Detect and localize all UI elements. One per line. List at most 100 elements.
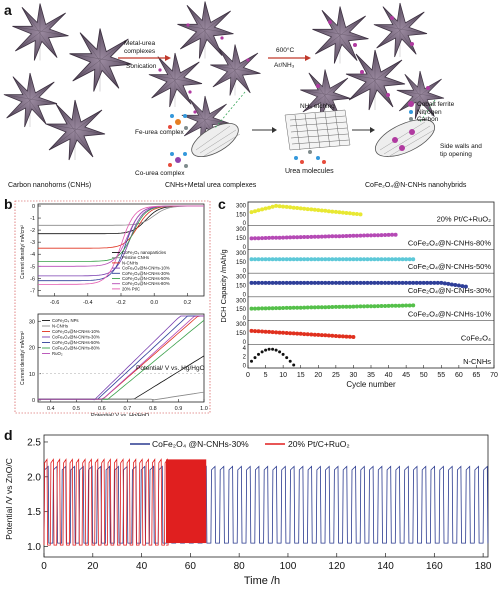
c-point (362, 257, 366, 262)
legend-carbon: Carbon (417, 116, 439, 123)
c-point (358, 280, 363, 285)
c-point (390, 232, 395, 237)
c-point (270, 235, 275, 240)
c-point (274, 330, 279, 335)
c-point (260, 280, 265, 285)
c-ytick-label: 300 (236, 204, 247, 210)
c-point (337, 304, 342, 309)
c-point (305, 207, 310, 212)
c-point (302, 280, 307, 285)
c-point (312, 257, 317, 262)
d-red-curve (43, 458, 169, 546)
b-top-xlabel: Potential/ V vs. Hg/HgO (136, 365, 205, 372)
c-point (309, 257, 314, 262)
c-point (256, 306, 261, 311)
b-bot-xtick-label: 0.6 (98, 406, 106, 412)
d-xlabel: Time /h (244, 575, 280, 587)
c-point (291, 205, 296, 210)
c-point (333, 304, 338, 309)
c-point (362, 304, 366, 309)
cnh-star (345, 49, 406, 111)
c-point (267, 347, 271, 351)
c-point (323, 257, 328, 262)
c-row-label: N-CNHs (463, 357, 491, 366)
c-point (256, 257, 261, 262)
c-point (319, 208, 324, 213)
c-point (291, 331, 296, 336)
c-point (344, 257, 349, 262)
b-top-legend-label: Pristine CNHs (122, 255, 149, 260)
c-point (316, 234, 321, 239)
c-point (407, 280, 412, 285)
c-point (432, 280, 437, 285)
c-point (340, 304, 345, 309)
c-point (253, 306, 257, 311)
d-red-dense-band (165, 459, 207, 544)
c-point (347, 304, 352, 309)
c-ytick-label: 300 (236, 227, 247, 233)
c-point (260, 329, 265, 334)
c-point (288, 305, 293, 310)
c-point (365, 304, 370, 309)
c-point (302, 305, 307, 310)
c-point (274, 306, 279, 311)
b-bot-ytick-label: 30 (29, 319, 35, 325)
c-point (270, 204, 275, 209)
step1-bottom-label: Sonication (126, 63, 157, 70)
c-point (379, 257, 384, 262)
c-point (288, 331, 293, 336)
c-point (372, 233, 377, 238)
d-blue-curve (43, 465, 489, 544)
c-point (379, 304, 384, 308)
c-ytick-label: 150 (236, 331, 247, 337)
c-point (253, 236, 257, 241)
b-top-ytick-label: -6 (30, 276, 35, 282)
step2-top-label: 600°C (276, 47, 295, 54)
b-bot-legend-label: CoFe₂O₄@N-CNHs-50% (52, 340, 100, 345)
b-top-xtick-label: -0.2 (116, 300, 125, 306)
urea-molecules (294, 150, 326, 164)
c-point (354, 257, 359, 262)
c-point (288, 359, 292, 363)
c-ytick-label: 150 (236, 236, 247, 242)
b-bot-xtick-label: 0.8 (149, 406, 157, 412)
cnh-star (148, 52, 203, 108)
d-xtick-label: 180 (475, 561, 492, 572)
b-bot-legend-label: RuO₂ (52, 351, 63, 356)
c-point (333, 280, 338, 285)
c-point (351, 335, 356, 339)
c-point (271, 347, 275, 351)
b-top-legend-label: 20% Pt/C (122, 286, 140, 291)
c-row-label: CoFe₂O₄@N-CNHs-30% (408, 286, 492, 295)
panel-a-letter: a (4, 2, 12, 18)
b-bot-xtick-label: 0.7 (124, 406, 132, 412)
b-top-ytick-label: -7 (30, 288, 35, 294)
c-point (376, 233, 380, 238)
legend-nitrogen: Nitrogen (417, 109, 442, 116)
c-point (288, 205, 293, 210)
c-point (284, 235, 289, 240)
c-point (411, 280, 416, 285)
b-top-legend-label: CoFe₂O₄ nanoparticles (122, 250, 166, 255)
c-point (277, 257, 282, 262)
c-point (274, 235, 279, 240)
c-point (305, 305, 310, 310)
c-point (249, 257, 254, 262)
c-point (281, 280, 286, 285)
c-point (351, 211, 356, 216)
c-point (281, 204, 286, 209)
c-point (309, 280, 314, 285)
b-bot-xtick-label: 0.9 (175, 406, 183, 412)
b-top-curve (38, 205, 204, 282)
cnh-star (3, 72, 58, 128)
c-xtick-label: 40 (385, 372, 393, 379)
c-point (340, 257, 345, 262)
c-row-label: CoFe₂O₄ (461, 333, 491, 342)
c-point (319, 333, 324, 338)
c-point (277, 280, 282, 285)
c-point (390, 280, 395, 285)
c-point (393, 280, 398, 285)
c-point (379, 280, 384, 285)
c-point (319, 234, 324, 239)
c-point (326, 234, 331, 239)
